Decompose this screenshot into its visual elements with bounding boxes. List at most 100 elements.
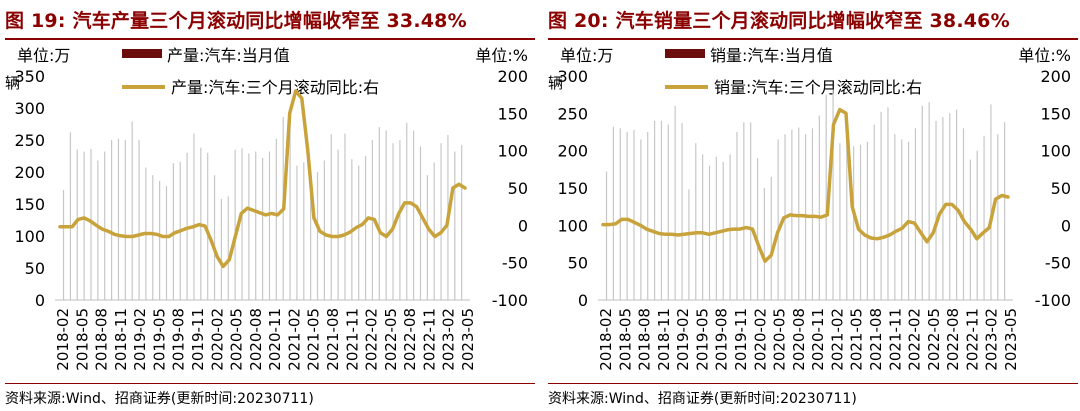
x-tick-label: 2018-08 bbox=[93, 308, 111, 371]
bar bbox=[859, 144, 862, 300]
bar bbox=[880, 111, 882, 300]
footnote-rule bbox=[5, 383, 535, 384]
bar bbox=[69, 132, 71, 300]
x-tick-label: 2021-08 bbox=[324, 308, 342, 371]
bar bbox=[695, 143, 697, 300]
bar bbox=[76, 149, 78, 300]
legend-bar-swatch bbox=[665, 49, 705, 58]
bar bbox=[207, 152, 209, 300]
bar bbox=[97, 160, 99, 300]
legend-bar-swatch bbox=[122, 49, 162, 58]
legend-line-label: 产量:汽车:三个月滚动同比:右 bbox=[171, 78, 379, 97]
bar bbox=[275, 138, 277, 300]
bar bbox=[227, 196, 229, 300]
x-tick-label: 2019-11 bbox=[732, 308, 750, 371]
bar bbox=[248, 153, 250, 300]
source-footnote: 资料来源:Wind、招商证券(更新时间:20230711) bbox=[5, 391, 314, 407]
y-left-tick-label: 350 bbox=[14, 67, 45, 86]
y-left-tick-label: 150 bbox=[557, 179, 588, 198]
x-tick-label: 2018-05 bbox=[616, 308, 634, 371]
title-rule bbox=[548, 38, 1078, 40]
chart-panel-sales: 图 20: 汽车销量三个月滚动同比增幅收窄至 38.46% 0 50 100 150 2… bbox=[548, 0, 1078, 411]
bar bbox=[378, 127, 380, 300]
bar bbox=[976, 150, 978, 300]
chart-sales: 0 50 100 150 200 250 300 -100 -50 0 50 100 150 200 单位:… bbox=[548, 46, 1071, 371]
y-left-tick-label: 50 bbox=[25, 259, 45, 278]
bar bbox=[234, 149, 236, 300]
y-right-tick-label: -50 bbox=[502, 254, 528, 273]
bar bbox=[152, 175, 154, 300]
bar bbox=[811, 128, 814, 300]
x-tick-label: 2020-05 bbox=[771, 308, 789, 371]
bar bbox=[440, 143, 442, 300]
bar bbox=[186, 152, 188, 300]
bar bbox=[997, 134, 999, 300]
x-tick-label: 2022-11 bbox=[963, 308, 981, 371]
bar bbox=[921, 105, 923, 300]
title-rule bbox=[5, 38, 535, 40]
y-left-tick-label: 250 bbox=[557, 104, 588, 123]
y-left-unit-sub: 辆 bbox=[548, 74, 563, 92]
bar bbox=[159, 180, 161, 300]
x-tick-label: 2020-02 bbox=[751, 308, 769, 371]
bar bbox=[750, 122, 752, 300]
bar bbox=[962, 128, 965, 300]
y-left-tick-label: 250 bbox=[14, 131, 45, 150]
bar bbox=[894, 134, 896, 300]
bar bbox=[832, 89, 834, 300]
bar bbox=[213, 175, 216, 300]
x-tick-label: 2023-05 bbox=[1002, 308, 1020, 371]
x-tick-label: 2019-02 bbox=[674, 308, 692, 371]
x-tick-label: 2023-05 bbox=[459, 308, 477, 371]
bar bbox=[289, 116, 291, 301]
x-tick-label: 2021-11 bbox=[886, 308, 904, 371]
bar bbox=[419, 146, 422, 300]
x-tick-label: 2021-08 bbox=[867, 308, 885, 371]
x-tick-label: 2018-02 bbox=[54, 308, 72, 371]
bar bbox=[344, 133, 346, 300]
bar bbox=[413, 130, 415, 300]
x-tick-label: 2022-02 bbox=[906, 308, 924, 371]
x-tick-label: 2020-11 bbox=[809, 308, 827, 371]
x-tick-label: 2022-05 bbox=[382, 308, 400, 371]
bar bbox=[1004, 122, 1006, 300]
bar bbox=[825, 94, 827, 300]
x-tick-label: 2019-08 bbox=[170, 308, 188, 371]
x-tick-label: 2022-11 bbox=[420, 308, 438, 371]
legend-line-label: 销量:汽车:三个月滚动同比:右 bbox=[714, 78, 922, 97]
bar bbox=[193, 133, 195, 300]
y-left-tick-label: 0 bbox=[578, 291, 588, 310]
x-tick-label: 2023-02 bbox=[983, 308, 1001, 371]
bar bbox=[303, 162, 305, 300]
chart-panel-production: 图 19: 汽车产量三个月滚动同比增幅收窄至 33.48% 0 50 100 150 2… bbox=[5, 0, 535, 411]
legend-bar-label: 销量:汽车:当月值 bbox=[710, 46, 833, 65]
y-right-tick-label: 50 bbox=[1051, 179, 1071, 198]
y-left-unit-sub: 辆 bbox=[5, 74, 20, 92]
x-tick-label: 2022-02 bbox=[363, 308, 381, 371]
line-series bbox=[601, 107, 1010, 263]
x-tick-label: 2018-11 bbox=[655, 308, 673, 371]
bar bbox=[887, 107, 889, 300]
bar bbox=[619, 128, 621, 300]
y-right-tick-label: 0 bbox=[518, 216, 528, 235]
bar bbox=[605, 171, 608, 300]
bar bbox=[818, 115, 820, 300]
x-tick-label: 2018-08 bbox=[636, 308, 654, 371]
bar bbox=[220, 198, 223, 300]
y-right-tick-label: 50 bbox=[508, 179, 528, 198]
x-tick-label: 2019-05 bbox=[693, 308, 711, 371]
legend-bar-label: 产量:汽车:当月值 bbox=[167, 46, 290, 65]
x-tick-label: 2018-05 bbox=[73, 308, 91, 371]
bar bbox=[667, 124, 669, 301]
bar bbox=[426, 175, 428, 300]
bar bbox=[846, 135, 848, 300]
y-right-tick-label: 150 bbox=[497, 104, 528, 123]
y-left-tick-label: 200 bbox=[557, 142, 588, 161]
bar bbox=[674, 105, 676, 300]
bar bbox=[956, 109, 958, 300]
bar bbox=[798, 127, 800, 301]
bar bbox=[433, 162, 435, 300]
bar bbox=[255, 151, 257, 300]
source-footnote: 资料来源:Wind、招商证券(更新时间:20230711) bbox=[548, 391, 857, 407]
y-left-tick-label: 50 bbox=[568, 254, 588, 273]
